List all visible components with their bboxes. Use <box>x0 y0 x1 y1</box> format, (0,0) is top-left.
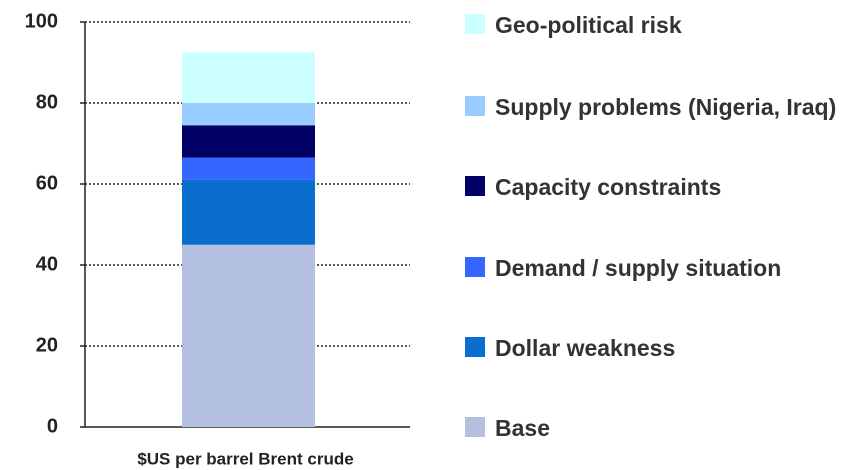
legend-item: Capacity constraints <box>465 172 840 202</box>
legend-label: Geo-political risk <box>495 12 682 38</box>
legend-label: Base <box>495 415 550 441</box>
x-axis-label: $US per barrel Brent crude <box>137 449 353 468</box>
legend-item: Supply problems (Nigeria, Iraq) <box>465 92 840 122</box>
legend-swatch <box>465 176 485 196</box>
y-tick-label: 40 <box>36 253 58 275</box>
y-tick-label: 80 <box>36 91 58 113</box>
legend-swatch <box>465 257 485 277</box>
legend-item: Geo-political risk <box>465 10 840 40</box>
bar-segment <box>182 244 315 427</box>
legend-swatch <box>465 417 485 437</box>
legend-swatch <box>465 14 485 34</box>
legend-item: Dollar weakness <box>465 333 840 363</box>
bar-segment <box>182 157 315 180</box>
bar-segment <box>182 52 315 103</box>
legend-item: Demand / supply situation <box>465 253 840 283</box>
legend-swatch <box>465 96 485 116</box>
legend-label: Demand / supply situation <box>495 255 782 281</box>
legend-item: Base <box>465 413 840 443</box>
y-tick-label: 0 <box>47 415 58 437</box>
legend-label: Supply problems (Nigeria, Iraq) <box>495 94 837 120</box>
legend-swatch <box>465 337 485 357</box>
y-tick-label: 60 <box>36 172 58 194</box>
y-tick-label: 20 <box>36 334 58 356</box>
y-tick-label: 100 <box>25 10 58 32</box>
legend-label: Capacity constraints <box>495 174 722 200</box>
legend-label: Dollar weakness <box>495 335 676 361</box>
bar-segment <box>182 103 315 126</box>
bar-segment <box>182 179 315 245</box>
bar-segment <box>182 125 315 158</box>
